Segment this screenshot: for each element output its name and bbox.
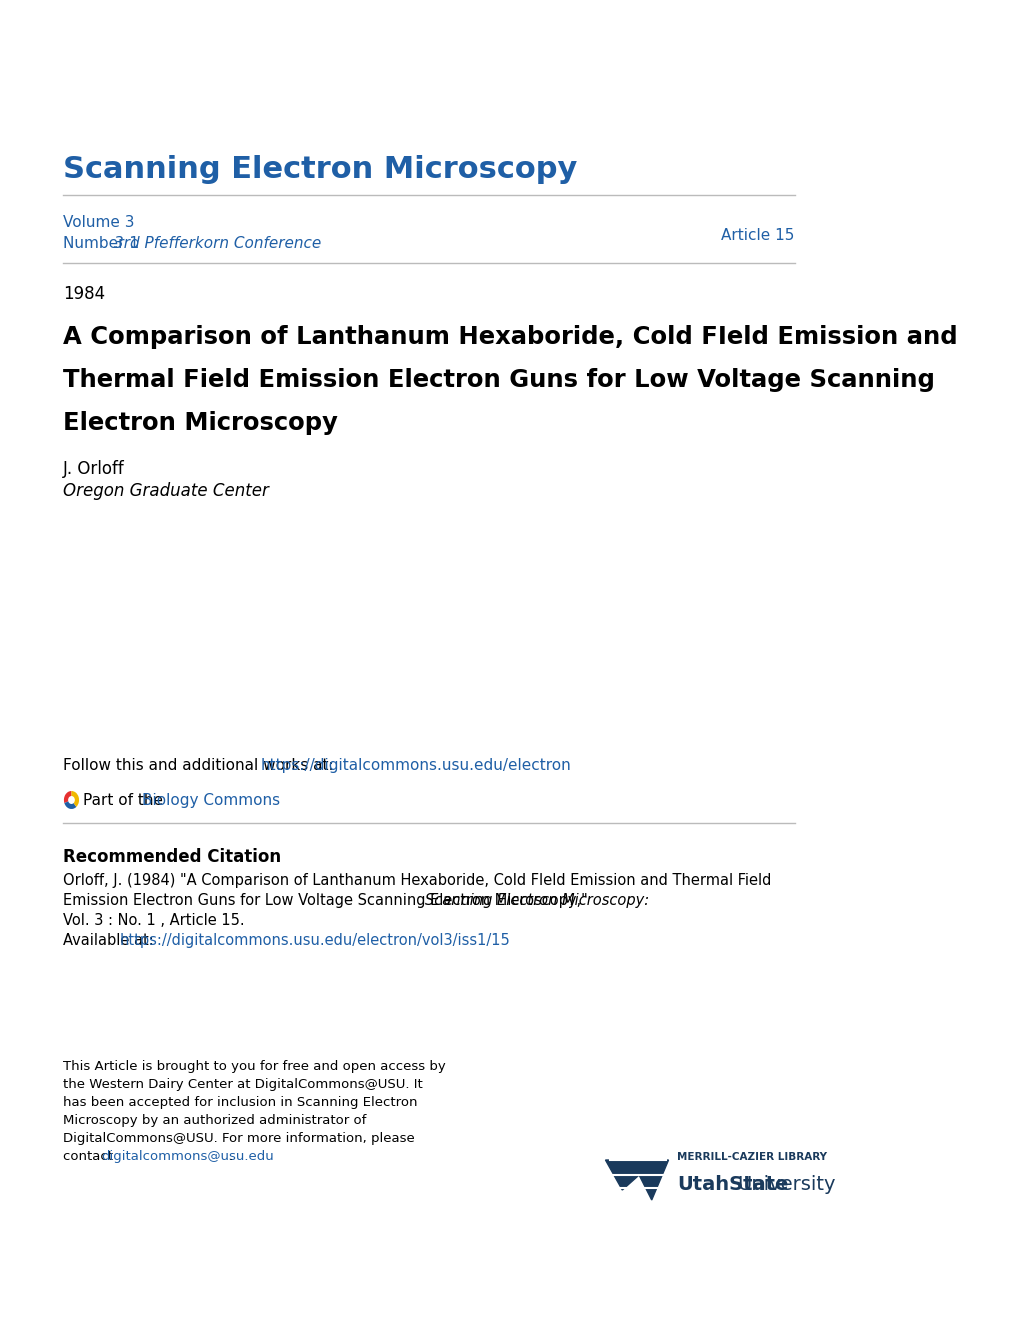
Text: Follow this and additional works at:: Follow this and additional works at:: [63, 758, 338, 774]
Text: Part of the: Part of the: [84, 793, 168, 808]
Text: has been accepted for inclusion in Scanning Electron: has been accepted for inclusion in Scann…: [63, 1096, 417, 1109]
Text: Article 15: Article 15: [720, 228, 794, 243]
Text: Thermal Field Emission Electron Guns for Low Voltage Scanning: Thermal Field Emission Electron Guns for…: [63, 368, 934, 392]
Text: Biology Commons: Biology Commons: [142, 793, 280, 808]
Text: https://digitalcommons.usu.edu/electron: https://digitalcommons.usu.edu/electron: [261, 758, 571, 774]
Text: A Comparison of Lanthanum Hexaboride, Cold FIeld Emission and: A Comparison of Lanthanum Hexaboride, Co…: [63, 325, 957, 348]
Polygon shape: [605, 1160, 667, 1200]
Text: J. Orloff: J. Orloff: [63, 459, 124, 478]
Circle shape: [68, 796, 74, 804]
Text: Vol. 3 : No. 1 , Article 15.: Vol. 3 : No. 1 , Article 15.: [63, 913, 245, 928]
Text: Recommended Citation: Recommended Citation: [63, 847, 281, 866]
Text: https://digitalcommons.usu.edu/electron/vol3/iss1/15: https://digitalcommons.usu.edu/electron/…: [119, 933, 510, 948]
Text: .: .: [228, 1150, 232, 1163]
Text: the Western Dairy Center at DigitalCommons@USU. It: the Western Dairy Center at DigitalCommo…: [63, 1078, 423, 1092]
Text: Volume 3: Volume 3: [63, 215, 135, 230]
Text: 3rd Pfefferkorn Conference: 3rd Pfefferkorn Conference: [113, 236, 320, 251]
Text: Oregon Graduate Center: Oregon Graduate Center: [63, 482, 269, 500]
Text: Microscopy by an authorized administrator of: Microscopy by an authorized administrato…: [63, 1114, 366, 1127]
Text: Orloff, J. (1984) "A Comparison of Lanthanum Hexaboride, Cold FIeld Emission and: Orloff, J. (1984) "A Comparison of Lanth…: [63, 873, 770, 888]
Text: Available at:: Available at:: [63, 933, 158, 948]
Wedge shape: [71, 791, 78, 807]
Text: Electron Microscopy: Electron Microscopy: [63, 411, 337, 436]
Wedge shape: [64, 800, 76, 809]
Text: contact: contact: [63, 1150, 117, 1163]
Text: DigitalCommons@USU. For more information, please: DigitalCommons@USU. For more information…: [63, 1133, 415, 1144]
Text: Number 1: Number 1: [63, 236, 144, 251]
Text: 1984: 1984: [63, 285, 105, 304]
Text: Scanning Electron Microscopy: Scanning Electron Microscopy: [63, 154, 577, 183]
Text: This Article is brought to you for free and open access by: This Article is brought to you for free …: [63, 1060, 445, 1073]
Text: Emission Electron Guns for Low Voltage Scanning Electron Microscopy,": Emission Electron Guns for Low Voltage S…: [63, 894, 592, 908]
Text: MERRILL-CAZIER LIBRARY: MERRILL-CAZIER LIBRARY: [677, 1152, 826, 1162]
Text: UtahState: UtahState: [677, 1175, 788, 1195]
Wedge shape: [64, 791, 71, 803]
Text: digitalcommons@usu.edu: digitalcommons@usu.edu: [101, 1150, 273, 1163]
Text: University: University: [737, 1175, 836, 1195]
Text: Scanning Electron Microscopy:: Scanning Electron Microscopy:: [424, 894, 648, 908]
